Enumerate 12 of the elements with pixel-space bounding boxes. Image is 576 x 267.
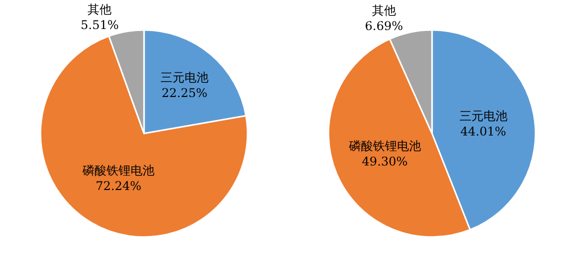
data-label: 72.24% [96,179,142,194]
data-label: 5.51% [80,18,119,32]
slice-label: 三元电池 [160,70,209,84]
data-label: 6.69% [364,18,404,33]
slice-label: 其他 [88,2,112,16]
slice-label: 磷酸铁锂电池 [82,163,155,178]
data-label: 44.01% [460,124,506,139]
data-label: 49.30% [362,154,408,168]
slice-label: 其他 [372,3,396,18]
slice-label: 三元电池 [459,108,508,123]
data-label: 22.25% [162,86,208,100]
slice-label: 磷酸铁锂电池 [348,138,421,153]
